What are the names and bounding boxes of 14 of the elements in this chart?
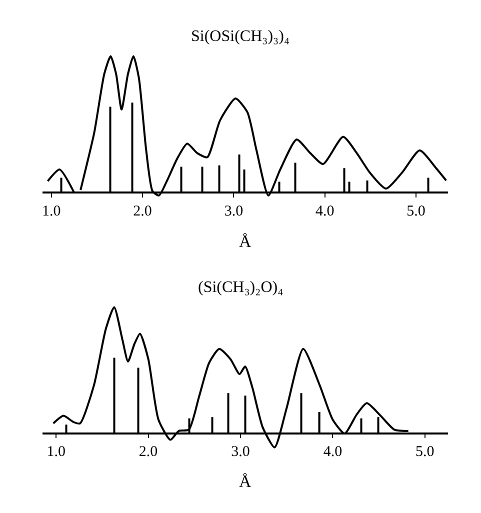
x-tick-label: 1.0 — [46, 444, 66, 460]
chart-title: (Si(CH₃)₂O)₄ — [198, 279, 284, 296]
x-tick-label: 5.0 — [406, 203, 426, 220]
x-tick-label: 4.0 — [316, 203, 334, 220]
x-tick-label: 4.0 — [323, 444, 342, 460]
x-tick-label: 5.0 — [416, 444, 434, 460]
chart-title: Si(OSi(CH₃)₃)₄ — [191, 28, 290, 45]
x-tick-label: 3.0 — [224, 203, 244, 220]
x-tick-label: 1.0 — [42, 203, 61, 220]
x-tick-label: 2.0 — [138, 444, 158, 460]
x-axis-title: Å — [239, 232, 252, 251]
x-tick-label: 3.0 — [231, 444, 250, 460]
x-axis-title: Å — [239, 472, 252, 491]
x-tick-label: 2.0 — [133, 203, 152, 220]
